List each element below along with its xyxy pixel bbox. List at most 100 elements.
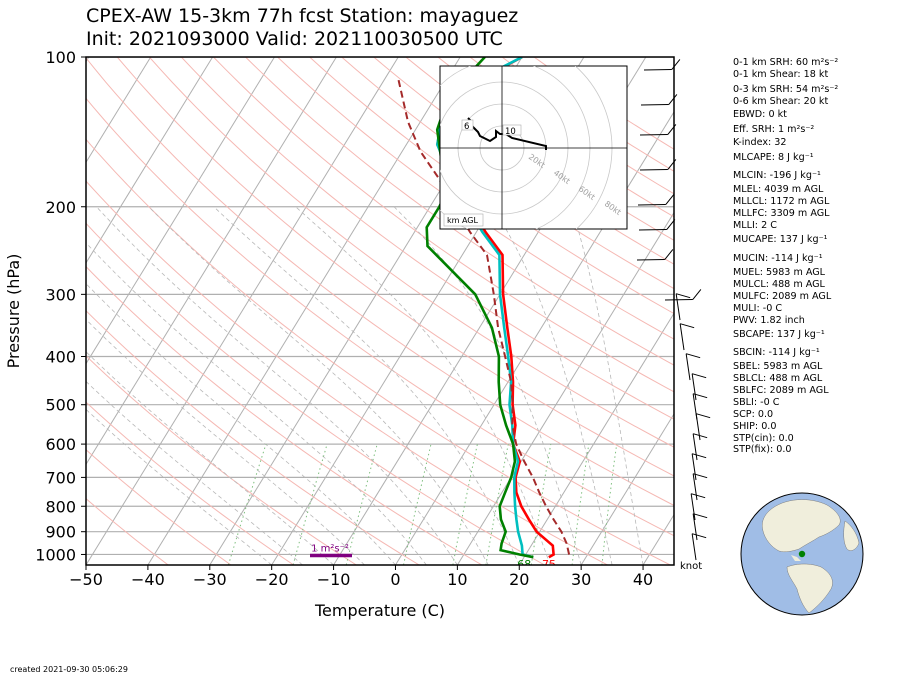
y-axis-label: Pressure (hPa) bbox=[4, 254, 23, 369]
wind-barb-staff bbox=[690, 493, 696, 521]
dry-adiabat bbox=[86, 57, 674, 506]
dry-adiabat bbox=[213, 57, 674, 393]
index-line: Eff. SRH: 1 m²s⁻² bbox=[733, 124, 815, 135]
index-line: MLCAPE: 8 J kg⁻¹ bbox=[733, 152, 814, 163]
index-line: MUCIN: -114 J kg⁻¹ bbox=[733, 253, 823, 264]
dry-adiabat bbox=[86, 265, 483, 565]
moist-adiabat bbox=[492, 206, 613, 565]
hodograph-height-label: 6 bbox=[464, 122, 469, 132]
index-line: 0-3 km SRH: 54 m²s⁻² bbox=[733, 84, 839, 95]
index-line: MLEL: 4039 m AGL bbox=[733, 184, 824, 195]
index-line: SCP: 0.0 bbox=[733, 409, 774, 420]
mixing-ratio-line bbox=[403, 443, 432, 565]
wind-barb-flag bbox=[691, 493, 706, 499]
dry-adiabat bbox=[277, 57, 674, 340]
y-tick-label: 700 bbox=[45, 468, 76, 487]
wind-barb-flag bbox=[686, 353, 701, 359]
wind-barb-staff bbox=[675, 293, 681, 321]
y-tick-label: 800 bbox=[45, 497, 76, 516]
index-line: PWV: 1.82 inch bbox=[733, 315, 805, 326]
mixing-ratio-line bbox=[227, 443, 267, 565]
moist-adiabat bbox=[213, 206, 520, 565]
chart-title-line1: CPEX-AW 15-3km 77h fcst Station: mayague… bbox=[86, 5, 519, 27]
index-line: SBCAPE: 137 J kg⁻¹ bbox=[733, 329, 825, 340]
wind-barb-flag bbox=[693, 513, 708, 519]
index-line: SHIP: 0.0 bbox=[733, 421, 777, 432]
index-line: 0-1 km Shear: 18 kt bbox=[733, 69, 829, 80]
wind-barb-staff bbox=[685, 353, 691, 381]
wind-barb-flag bbox=[692, 289, 702, 300]
wind-barb-staff bbox=[636, 258, 665, 261]
wind-barb-staff bbox=[637, 203, 666, 206]
x-tick-label: −10 bbox=[317, 570, 351, 589]
wind-barb-staff bbox=[692, 473, 698, 501]
dry-adiabat bbox=[309, 57, 674, 315]
moist-adiabat bbox=[393, 206, 582, 565]
dry-adiabat bbox=[86, 222, 545, 565]
y-tick-label: 1000 bbox=[35, 545, 76, 564]
wind-barb-flag bbox=[693, 393, 708, 399]
index-line: MLLCL: 1172 m AGL bbox=[733, 196, 830, 207]
wind-barb-flag bbox=[676, 293, 691, 299]
chart-title-line2: Init: 2021093000 Valid: 202110030500 UTC bbox=[86, 28, 503, 50]
dry-adiabat bbox=[86, 401, 294, 565]
dry-adiabat bbox=[245, 57, 674, 366]
hodograph-inset bbox=[439, 65, 628, 230]
wind-barb-staff bbox=[691, 533, 697, 561]
x-tick-label: 10 bbox=[447, 570, 467, 589]
location-globe bbox=[740, 492, 864, 616]
created-timestamp: created 2021-09-30 05:06:29 bbox=[10, 665, 128, 674]
x-tick-label: −50 bbox=[69, 570, 103, 589]
mixing-ratio-line bbox=[571, 444, 590, 565]
wind-barb-staff bbox=[664, 298, 693, 301]
isotherm bbox=[86, 57, 152, 164]
wind-barb-staff bbox=[691, 453, 697, 481]
wind-barb-flag bbox=[693, 473, 708, 479]
wind-barb-staff bbox=[692, 433, 698, 461]
isotherm bbox=[86, 57, 275, 365]
moist-adiabat bbox=[86, 318, 365, 565]
isotherm bbox=[86, 57, 214, 264]
y-tick-label: 400 bbox=[45, 348, 76, 367]
dry-adiabat bbox=[86, 497, 169, 565]
dry-adiabat bbox=[116, 57, 674, 477]
moist-adiabat bbox=[86, 380, 303, 565]
index-line: SBEL: 5983 m AGL bbox=[733, 361, 823, 372]
x-tick-label: −40 bbox=[131, 570, 165, 589]
wind-barb-staff bbox=[643, 68, 672, 71]
x-tick-label: 30 bbox=[571, 570, 591, 589]
mixing-ratio-line bbox=[292, 443, 328, 565]
index-line: STP(fix): 0.0 bbox=[733, 444, 792, 455]
mixing-ratio-line bbox=[485, 444, 509, 565]
wind-barb-flag bbox=[693, 433, 708, 439]
wind-barb-staff bbox=[695, 413, 701, 441]
index-line: SBCIN: -114 J kg⁻¹ bbox=[733, 347, 820, 358]
dry-adiabat bbox=[180, 57, 674, 420]
station-marker bbox=[798, 550, 806, 558]
y-tick-label: 500 bbox=[45, 396, 76, 415]
wind-barb-staff bbox=[691, 373, 697, 401]
index-line: MULI: -0 C bbox=[733, 303, 783, 314]
wind-barb-staff bbox=[640, 103, 669, 106]
x-tick-label: 40 bbox=[633, 570, 653, 589]
wind-barb-flag bbox=[665, 194, 675, 205]
wind-barb-flag bbox=[671, 59, 681, 70]
dry-adiabat bbox=[86, 355, 357, 565]
index-line: MUEL: 5983 m AGL bbox=[733, 267, 826, 278]
wind-barb-flag bbox=[680, 323, 695, 329]
moist-adiabat bbox=[295, 206, 551, 565]
index-line: SBLCL: 488 m AGL bbox=[733, 373, 823, 384]
y-tick-label: 300 bbox=[45, 285, 76, 304]
hodograph-height-label: 10 bbox=[505, 127, 516, 137]
index-line: MULCL: 488 m AGL bbox=[733, 279, 825, 290]
index-line: EBWD: 0 kt bbox=[733, 109, 787, 120]
wind-barb-staff bbox=[639, 168, 668, 171]
index-line: SBLI: -0 C bbox=[733, 397, 780, 408]
wind-barb-flag bbox=[668, 94, 678, 105]
dry-adiabat bbox=[86, 449, 232, 565]
index-line: MLLFC: 3309 m AGL bbox=[733, 208, 830, 219]
hodograph-agl-label: km AGL bbox=[447, 216, 479, 225]
x-tick-label: −30 bbox=[193, 570, 227, 589]
y-tick-label: 900 bbox=[45, 523, 76, 542]
